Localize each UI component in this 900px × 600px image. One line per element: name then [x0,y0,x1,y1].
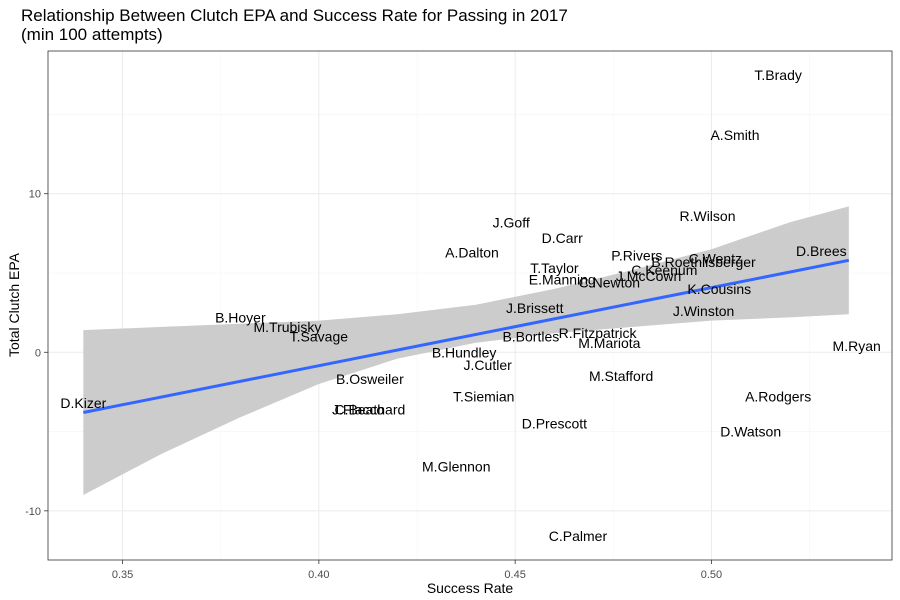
y-tick-label: -10 [25,506,41,518]
player-label: J.Cutler [464,357,513,373]
player-label: J.Flacco [332,401,384,417]
regression-line [83,258,850,415]
player-label: J.Winston [673,303,734,319]
panel-border [47,50,893,561]
x-axis-title: Success Rate [427,580,514,596]
player-label: D.Brees [796,243,847,259]
player-label: B.Bortles [502,328,559,344]
chart-title: Relationship Between Clutch EPA and Succ… [21,6,568,25]
x-axis-ticks: 0.35 0.40 0.45 0.50 [112,560,722,581]
y-axis-title: Total Clutch EPA [6,252,22,357]
player-label: M.Trubisky [253,319,321,335]
player-label: J.Goff [493,214,530,230]
player-label: P.Rivers [611,248,662,264]
player-label: D.Watson [720,424,781,440]
player-label: M.Stafford [589,368,653,384]
player-label: A.Smith [710,127,759,143]
player-label: M.Ryan [833,338,881,354]
player-label: A.Dalton [445,244,499,260]
x-tick-label: 0.35 [112,569,133,581]
player-label: T.Savage [290,328,349,344]
player-label: B.Hundley [432,344,497,360]
player-label: B.Roethlisberger [651,254,756,270]
confidence-band [83,206,849,495]
x-tick-label: 0.50 [701,569,722,581]
player-label: R.Wilson [679,208,735,224]
y-tick-label: 10 [29,189,41,201]
x-tick-label: 0.40 [308,569,329,581]
player-label: C.Wentz [689,251,742,267]
player-label: K.Cousins [687,281,751,297]
player-label: C.Keenum [631,262,697,278]
player-labels: T.Brady A.Smith R.Wilson J.Goff D.Carr D.Bree… [60,67,880,544]
player-label: A.Rodgers [745,389,811,405]
chart-subtitle: (min 100 attempts) [21,25,163,44]
x-tick-label: 0.45 [504,569,525,581]
player-label: J.Brissett [506,300,564,316]
player-label: M.Glennon [422,458,490,474]
player-label: D.Prescott [522,416,587,432]
player-label: T.Taylor [530,260,579,276]
player-label: D.Carr [542,230,584,246]
player-label: C.Palmer [549,528,608,544]
player-label: E.Manning [529,271,596,287]
player-label: T.Siemian [453,389,514,405]
player-label: B.Osweiler [336,371,404,387]
player-label: R.Fitzpatrick [559,325,638,341]
y-tick-label: 0 [35,347,41,359]
player-label: T.Brady [754,67,801,83]
player-label: J.McCown [616,268,681,284]
player-label: C.Newton [579,275,640,291]
y-axis-ticks: -10 0 10 [25,189,48,518]
player-label: M.Mariota [578,335,640,351]
player-label: B.Hoyer [215,309,266,325]
player-label: C.Beathard [334,401,405,417]
player-label: D.Kizer [60,395,106,411]
